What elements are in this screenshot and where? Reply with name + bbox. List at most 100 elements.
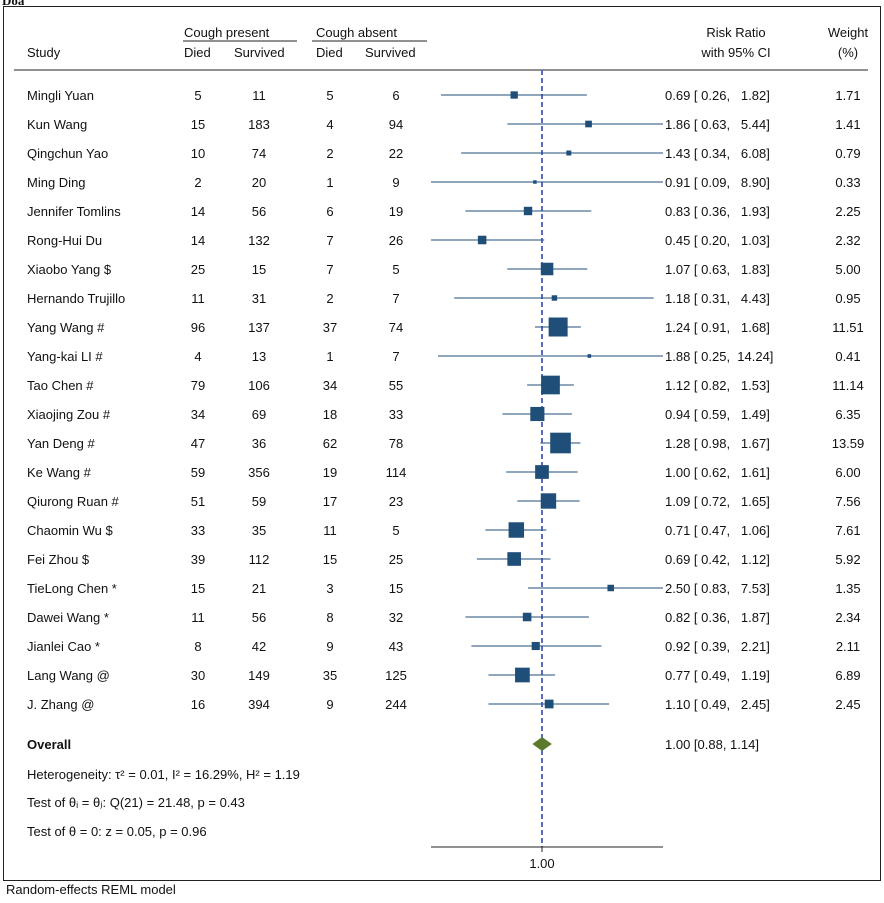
- point-marker: [551, 295, 558, 301]
- weight-text: 2.25: [835, 204, 860, 219]
- weight-text: 11.14: [832, 378, 864, 393]
- study-name: Rong-Hui Du: [27, 233, 102, 248]
- survived-cough-absent: 33: [389, 407, 403, 422]
- rr-ci-text: 1.43 [ 0.34, 6.08]: [665, 146, 770, 161]
- point-marker: [523, 206, 533, 216]
- survived-cough-absent: 78: [389, 436, 403, 451]
- survived-cough-present: 13: [252, 349, 266, 364]
- study-row: Chaomin Wu $ 33 35 11 5 0.71 [ 0.47, 1.06] 7.6…: [27, 522, 861, 538]
- died-cough-present: 39: [191, 552, 205, 567]
- survived-cough-absent: 32: [389, 610, 403, 625]
- study-name: Qingchun Yao: [27, 146, 108, 161]
- study-row: Kun Wang 15 183 4 94 1.86 [ 0.63, 5.44] 1.41: [27, 117, 861, 132]
- survived-cough-present: 356: [248, 465, 270, 480]
- survived-cough-absent: 74: [389, 320, 403, 335]
- overall-label: Overall: [27, 737, 71, 752]
- survived-cough-present: 59: [252, 494, 266, 509]
- died-cough-absent: 6: [326, 204, 333, 219]
- study-row: Xiaobo Yang $ 25 15 7 5 1.07 [ 0.63, 1.83] 5.0…: [27, 262, 861, 277]
- weight-text: 5.00: [835, 262, 860, 277]
- weight-text: 0.95: [835, 291, 860, 306]
- rr-ci-text: 0.69 [ 0.42, 1.12]: [665, 552, 770, 567]
- overall-diamond: [532, 737, 552, 751]
- point-marker: [477, 235, 487, 245]
- header-weight-pct: (%): [838, 45, 858, 60]
- heterogeneity-text: Heterogeneity: τ² = 0.01, I² = 16.29%, H…: [27, 767, 300, 782]
- survived-cough-present: 31: [252, 291, 266, 306]
- x-tick-label: 1.00: [529, 856, 554, 871]
- rr-ci-text: 0.71 [ 0.47, 1.06]: [665, 523, 770, 538]
- study-name: Yan Deng #: [27, 436, 95, 451]
- died-cough-absent: 17: [323, 494, 337, 509]
- died-cough-absent: 11: [323, 523, 337, 538]
- study-row: TieLong Chen * 15 21 3 15 2.50 [ 0.83, 7.53] 1…: [27, 581, 861, 596]
- survived-cough-absent: 55: [389, 378, 403, 393]
- died-cough-present: 11: [191, 291, 205, 306]
- test-theta-0-text: Test of θ = 0: z = 0.05, p = 0.96: [27, 824, 207, 839]
- weight-text: 2.34: [835, 610, 860, 625]
- rr-ci-text: 0.91 [ 0.09, 8.90]: [665, 175, 770, 190]
- survived-cough-present: 137: [248, 320, 270, 335]
- rr-ci-text: 0.92 [ 0.39, 2.21]: [665, 639, 770, 654]
- survived-cough-present: 21: [252, 581, 266, 596]
- point-marker: [548, 317, 568, 337]
- died-cough-absent: 3: [326, 581, 333, 596]
- died-cough-absent: 5: [326, 88, 333, 103]
- header-died-2: Died: [316, 45, 343, 60]
- rr-ci-text: 0.77 [ 0.49, 1.19]: [665, 668, 770, 683]
- survived-cough-present: 149: [248, 668, 270, 683]
- survived-cough-present: 394: [248, 697, 270, 712]
- survived-cough-absent: 5: [392, 523, 399, 538]
- study-name: Tao Chen #: [27, 378, 94, 393]
- survived-cough-absent: 94: [389, 117, 403, 132]
- survived-cough-present: 42: [252, 639, 266, 654]
- survived-cough-absent: 244: [385, 697, 407, 712]
- died-cough-absent: 7: [326, 233, 333, 248]
- died-cough-absent: 8: [326, 610, 333, 625]
- weight-text: 2.45: [835, 697, 860, 712]
- rr-ci-text: 1.28 [ 0.98, 1.67]: [665, 436, 770, 451]
- weight-text: 6.35: [835, 407, 860, 422]
- survived-cough-present: 56: [252, 204, 266, 219]
- forest-plot: Cough present Cough absent Study Died Su…: [14, 25, 868, 871]
- died-cough-present: 4: [194, 349, 201, 364]
- study-row: Xiaojing Zou # 34 69 18 33 0.94 [ 0.59, 1.49]…: [27, 406, 861, 422]
- study-row: Dawei Wang * 11 56 8 32 0.82 [ 0.36, 1.87] 2.3…: [27, 610, 861, 625]
- died-cough-absent: 9: [326, 639, 333, 654]
- died-cough-absent: 1: [326, 175, 333, 190]
- model-footnote: Random-effects REML model: [6, 882, 176, 897]
- survived-cough-present: 112: [249, 552, 270, 567]
- rr-ci-text: 1.12 [ 0.82, 1.53]: [665, 378, 770, 393]
- survived-cough-present: 74: [252, 146, 266, 161]
- study-row: Qingchun Yao 10 74 2 22 1.43 [ 0.34, 6.08] 0.7…: [27, 146, 861, 161]
- rr-ci-text: 1.09 [ 0.72, 1.65]: [665, 494, 770, 509]
- point-marker: [508, 522, 525, 538]
- study-row: Jennifer Tomlins 14 56 6 19 0.83 [ 0.36, 1.93…: [27, 204, 861, 219]
- died-cough-absent: 35: [323, 668, 337, 683]
- weight-text: 2.32: [835, 233, 860, 248]
- study-row: Mingli Yuan 5 11 5 6 0.69 [ 0.26, 1.82] 1.71: [27, 88, 861, 103]
- weight-text: 2.11: [836, 639, 860, 654]
- point-marker: [540, 493, 557, 509]
- died-cough-present: 33: [191, 523, 205, 538]
- weight-text: 11.51: [832, 320, 864, 335]
- point-marker: [544, 699, 554, 709]
- overall-rr-text: 1.00 [0.88, 1.14]: [665, 737, 759, 752]
- died-cough-present: 79: [191, 378, 205, 393]
- forest-plot-frame: [3, 6, 881, 881]
- header-risk-ratio: Risk Ratio: [706, 25, 765, 40]
- study-row: Ke Wang # 59 356 19 114 1.00 [ 0.62, 1.61] 6.0…: [27, 465, 861, 480]
- header-with-ci: with 95% CI: [700, 45, 770, 60]
- study-name: TieLong Chen *: [27, 581, 117, 596]
- point-marker: [515, 667, 530, 683]
- study-name: J. Zhang @: [27, 697, 94, 712]
- weight-text: 7.56: [835, 494, 860, 509]
- died-cough-absent: 37: [323, 320, 337, 335]
- died-cough-present: 59: [191, 465, 205, 480]
- weight-text: 0.41: [835, 349, 860, 364]
- died-cough-absent: 7: [326, 262, 333, 277]
- study-name: Yang Wang #: [27, 320, 105, 335]
- study-row: Fei Zhou $ 39 112 15 25 0.69 [ 0.42, 1.12] 5.9…: [27, 552, 861, 567]
- died-cough-absent: 34: [323, 378, 337, 393]
- died-cough-present: 15: [191, 117, 205, 132]
